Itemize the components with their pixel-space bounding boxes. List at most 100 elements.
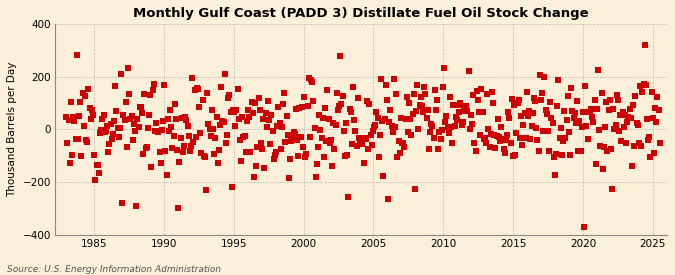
- Point: [68, 115, 78, 120]
- Point: [416, 104, 427, 108]
- Point: [277, 125, 288, 129]
- Point: [62, 141, 73, 145]
- Point: [603, 108, 614, 112]
- Point: [496, 125, 507, 129]
- Point: [418, 109, 429, 114]
- Point: [512, 101, 523, 105]
- Point: [453, 103, 464, 107]
- Point: [315, 128, 326, 132]
- Point: [213, 148, 224, 153]
- Point: [391, 92, 402, 96]
- Point: [562, 94, 573, 98]
- Point: [333, 108, 344, 112]
- Point: [510, 153, 520, 157]
- Point: [518, 123, 529, 127]
- Point: [352, 96, 363, 100]
- Point: [306, 78, 317, 82]
- Point: [631, 121, 642, 125]
- Point: [242, 119, 252, 123]
- Point: [527, 111, 538, 115]
- Point: [436, 128, 447, 132]
- Point: [392, 155, 403, 160]
- Point: [448, 103, 459, 107]
- Point: [141, 144, 152, 149]
- Point: [466, 113, 477, 117]
- Point: [261, 111, 271, 115]
- Point: [570, 121, 581, 125]
- Point: [119, 118, 130, 122]
- Point: [548, 155, 559, 160]
- Point: [543, 128, 554, 133]
- Point: [632, 123, 643, 128]
- Point: [566, 86, 576, 90]
- Point: [604, 97, 615, 102]
- Point: [158, 119, 169, 123]
- Title: Monthly Gulf Coast (PADD 3) Distillate Fuel Oil Stock Change: Monthly Gulf Coast (PADD 3) Distillate F…: [133, 7, 589, 20]
- Point: [612, 98, 623, 102]
- Point: [602, 149, 613, 153]
- Point: [328, 121, 339, 125]
- Point: [97, 117, 108, 121]
- Point: [138, 152, 148, 156]
- Point: [522, 114, 533, 119]
- Point: [472, 97, 483, 102]
- Point: [198, 153, 209, 158]
- Point: [321, 139, 331, 143]
- Point: [72, 53, 82, 57]
- Point: [208, 127, 219, 131]
- Point: [219, 72, 230, 76]
- Point: [378, 174, 389, 178]
- Point: [258, 117, 269, 121]
- Point: [354, 136, 364, 140]
- Point: [609, 127, 620, 131]
- Point: [231, 107, 242, 112]
- Point: [461, 103, 472, 108]
- Point: [239, 134, 250, 138]
- Point: [144, 113, 155, 117]
- Point: [500, 138, 511, 143]
- Point: [524, 109, 535, 113]
- Point: [498, 147, 509, 151]
- Point: [483, 127, 494, 131]
- Point: [439, 66, 450, 70]
- Point: [171, 117, 182, 121]
- Point: [620, 113, 630, 117]
- Point: [296, 104, 307, 109]
- Point: [269, 157, 279, 161]
- Point: [583, 110, 594, 115]
- Point: [419, 85, 430, 89]
- Point: [572, 99, 583, 103]
- Point: [491, 134, 502, 139]
- Point: [205, 126, 215, 131]
- Point: [93, 170, 104, 175]
- Point: [415, 95, 426, 99]
- Point: [365, 133, 376, 137]
- Point: [553, 78, 564, 82]
- Point: [346, 141, 357, 146]
- Point: [128, 138, 138, 142]
- Point: [649, 151, 659, 155]
- Point: [590, 161, 601, 166]
- Point: [236, 159, 246, 163]
- Point: [371, 109, 382, 114]
- Point: [109, 119, 119, 123]
- Point: [617, 110, 628, 114]
- Point: [526, 123, 537, 128]
- Point: [152, 129, 163, 133]
- Point: [502, 132, 512, 137]
- Point: [101, 129, 111, 134]
- Point: [227, 108, 238, 112]
- Point: [319, 155, 329, 160]
- Point: [317, 116, 328, 120]
- Point: [593, 68, 603, 72]
- Point: [295, 135, 306, 139]
- Point: [259, 166, 270, 170]
- Point: [469, 141, 480, 145]
- Point: [106, 137, 117, 141]
- Point: [387, 130, 398, 134]
- Point: [580, 83, 591, 88]
- Point: [623, 115, 634, 120]
- Point: [495, 139, 506, 144]
- Point: [575, 148, 586, 153]
- Point: [643, 138, 653, 142]
